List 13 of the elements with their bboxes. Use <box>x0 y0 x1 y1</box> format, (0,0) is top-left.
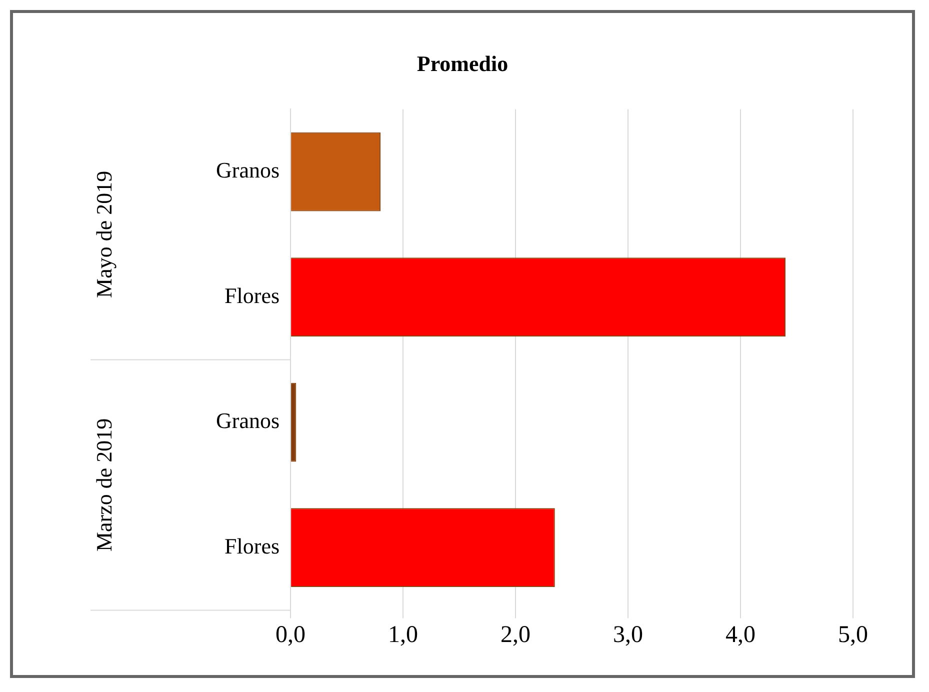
chart-title: Promedio <box>416 51 510 77</box>
x-tick-label: 4,0 <box>726 622 756 648</box>
y-tick-label: Granos <box>216 158 280 183</box>
x-tick-label: 1,0 <box>388 622 418 648</box>
x-tick-label: 2,0 <box>500 622 531 648</box>
text: Marzo de 2019 <box>91 418 116 552</box>
y-tick-label: Granos <box>216 408 280 434</box>
x-tick-label: 0,0 <box>276 622 306 648</box>
x-tick-label: 5,0 <box>838 622 868 648</box>
y-tick-label: Flores <box>224 533 280 558</box>
y-tick-label: Flores <box>224 282 280 308</box>
x-tick-label: 3,0 <box>613 622 644 648</box>
text: Mayo de 2019 <box>91 170 116 298</box>
